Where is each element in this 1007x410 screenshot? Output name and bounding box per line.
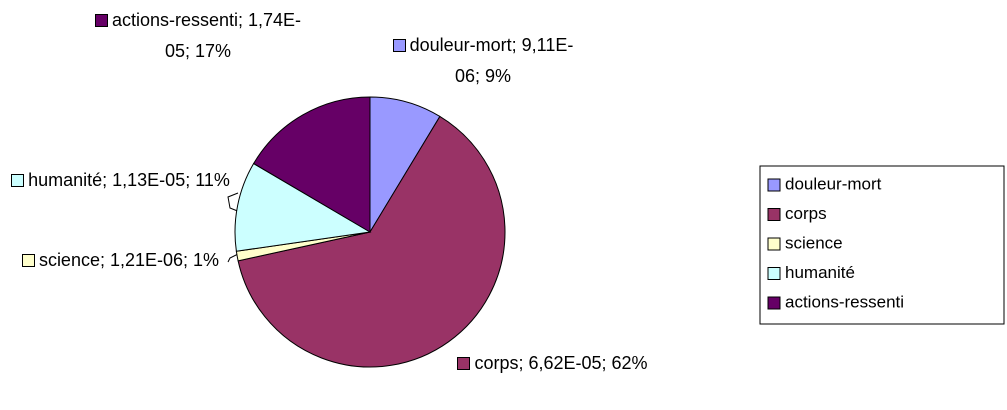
- legend-swatch: [767, 178, 781, 192]
- legend-label: science: [785, 233, 843, 252]
- data-label: humanité; 1,13E-05; 11%: [8, 165, 233, 196]
- data-label: actions-ressenti; 1,74E-05; 17%: [88, 5, 308, 67]
- label-swatch: [457, 357, 471, 370]
- leader-line: [227, 192, 241, 213]
- legend-swatch: [767, 267, 781, 280]
- legend-label: corps: [785, 204, 827, 223]
- legend-swatch: [767, 237, 781, 251]
- data-label-text: humanité; 1,13E-05; 11%: [28, 170, 230, 190]
- label-swatch: [21, 254, 35, 267]
- legend-swatch: [767, 208, 781, 221]
- data-label-text: actions-ressenti; 1,74E-05; 17%: [111, 10, 302, 61]
- legend-label: actions-ressenti: [785, 292, 904, 311]
- data-label: douleur-mort; 9,11E-06; 9%: [388, 30, 578, 92]
- legend-box: [759, 165, 1005, 325]
- label-swatch: [94, 14, 108, 27]
- legend-label: douleur-mort: [785, 174, 882, 193]
- label-swatch: [11, 174, 25, 187]
- legend-swatch: [767, 296, 781, 310]
- data-label-text: douleur-mort; 9,11E-06; 9%: [409, 35, 574, 86]
- leader-line: [227, 253, 239, 263]
- pie-slice: [237, 115, 506, 368]
- pie-slice: [252, 96, 371, 233]
- legend-label: humanité: [785, 263, 855, 282]
- pie-slice: [234, 162, 372, 252]
- data-label-text: corps; 6,62E-05; 62%: [474, 353, 648, 373]
- label-swatch: [392, 39, 406, 52]
- data-label: corps; 6,62E-05; 62%: [455, 348, 650, 379]
- data-label: science; 1,21E-06; 1%: [8, 245, 233, 276]
- data-label-text: science; 1,21E-06; 1%: [38, 250, 220, 270]
